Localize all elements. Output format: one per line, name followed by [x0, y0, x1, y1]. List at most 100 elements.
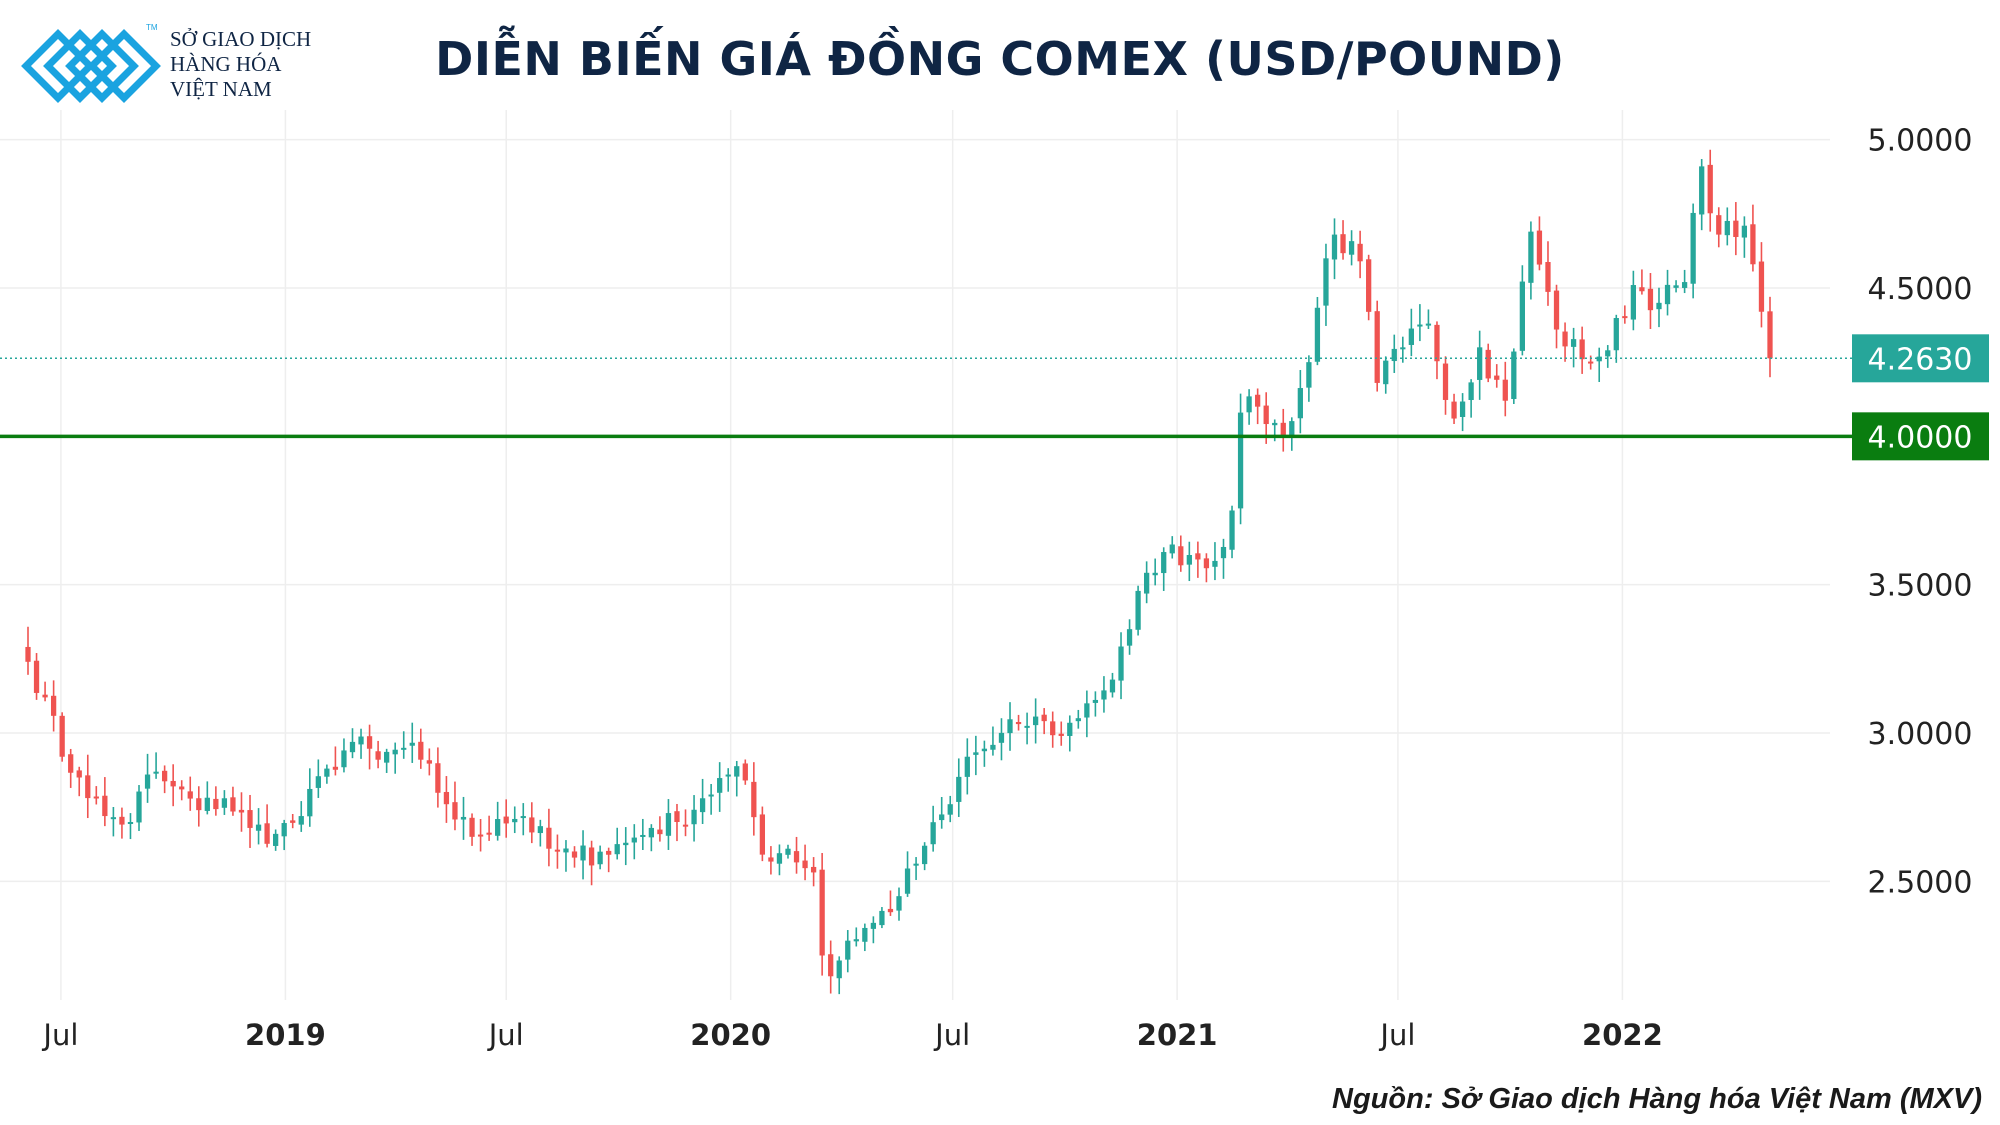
candle	[691, 795, 697, 842]
candle-body	[1348, 241, 1355, 255]
candle	[127, 813, 134, 840]
candle	[640, 818, 646, 850]
y-tick-label: 3.0000	[1868, 717, 1973, 752]
candle-body	[1459, 401, 1466, 417]
grid	[0, 110, 1830, 1000]
candle	[529, 802, 535, 844]
candle	[1212, 542, 1218, 581]
candle	[1579, 326, 1585, 374]
candle	[264, 804, 270, 848]
candle	[76, 766, 82, 797]
candle	[1152, 558, 1158, 586]
candle-body	[708, 794, 714, 797]
x-tick-label: 2019	[245, 1018, 326, 1052]
candle	[1536, 216, 1543, 271]
candle-body	[1417, 324, 1423, 327]
candle-body	[264, 823, 270, 844]
candle	[1135, 585, 1141, 636]
candle-body	[640, 834, 646, 837]
candle	[896, 887, 902, 921]
candle	[85, 754, 91, 819]
x-tick-label: Jul	[487, 1018, 524, 1052]
candle	[1647, 273, 1654, 329]
reference-lines: 4.2630 4.0000	[0, 334, 1989, 461]
candle	[33, 653, 40, 700]
candle-body	[68, 754, 74, 773]
candle	[1434, 321, 1440, 380]
candle	[588, 840, 595, 886]
candle	[469, 813, 475, 846]
candle	[1528, 221, 1534, 300]
candle-body	[426, 760, 432, 764]
candle	[1511, 348, 1517, 405]
candle-body	[1032, 716, 1039, 726]
candle-body	[25, 646, 31, 662]
candle-body	[1639, 287, 1645, 292]
candle-body	[1690, 212, 1696, 284]
candle-body	[452, 802, 458, 820]
candle-body	[324, 768, 330, 777]
candle	[392, 742, 398, 774]
candle	[1007, 702, 1013, 751]
candle-body	[1707, 164, 1713, 214]
candle-body	[1579, 339, 1585, 360]
candle	[768, 846, 774, 875]
candle-body	[964, 756, 970, 777]
candle	[59, 712, 65, 762]
candle	[921, 842, 928, 871]
candle-body	[742, 763, 748, 781]
candle	[1630, 270, 1637, 331]
candle	[93, 786, 99, 805]
candle-body	[358, 736, 364, 745]
candle	[136, 785, 142, 831]
candle	[998, 718, 1005, 761]
candle	[153, 752, 159, 779]
candle-body	[828, 954, 834, 977]
candle-body	[1024, 725, 1030, 728]
candle-body	[179, 786, 185, 790]
candle-body	[307, 788, 313, 817]
candle	[1092, 691, 1099, 717]
candle	[1596, 347, 1602, 382]
candle-body	[1545, 261, 1551, 292]
x-tick-label: 2022	[1582, 1018, 1663, 1052]
candle-body	[409, 742, 415, 746]
candle	[862, 923, 868, 952]
candle	[537, 819, 543, 847]
candle-body	[1280, 422, 1286, 437]
candle-body	[187, 791, 193, 799]
candle-body	[862, 927, 868, 942]
support-tag	[1852, 412, 1989, 461]
candle	[1758, 242, 1765, 328]
candle	[1144, 561, 1150, 604]
candle-body	[1536, 230, 1543, 265]
candle-body	[42, 694, 48, 698]
candle	[956, 758, 962, 817]
candle	[341, 738, 347, 773]
candle-body	[161, 770, 168, 782]
chart-title: DIỄN BIẾN GIÁ ĐỒNG COMEX (USD/POUND)	[435, 32, 1565, 86]
candle	[1605, 345, 1611, 368]
candle	[1289, 417, 1295, 451]
candle-body	[315, 776, 321, 788]
candle-body	[1203, 558, 1210, 569]
candle	[1425, 309, 1432, 330]
candle-body	[1314, 307, 1321, 362]
candle	[1724, 207, 1730, 246]
candle-body	[255, 824, 262, 831]
candle	[102, 777, 108, 827]
candle-body	[1647, 288, 1654, 311]
candle-body	[332, 766, 339, 770]
candle-body	[554, 849, 561, 852]
candle-body	[1289, 421, 1295, 436]
candle-body	[170, 780, 176, 787]
candle	[50, 680, 57, 732]
candle	[1391, 334, 1397, 373]
candle	[1186, 541, 1192, 582]
candle-body	[221, 798, 228, 808]
candle-body	[776, 853, 783, 864]
candle-body	[734, 766, 740, 777]
candle	[68, 748, 74, 788]
candle	[785, 844, 791, 859]
candle	[1681, 269, 1688, 294]
